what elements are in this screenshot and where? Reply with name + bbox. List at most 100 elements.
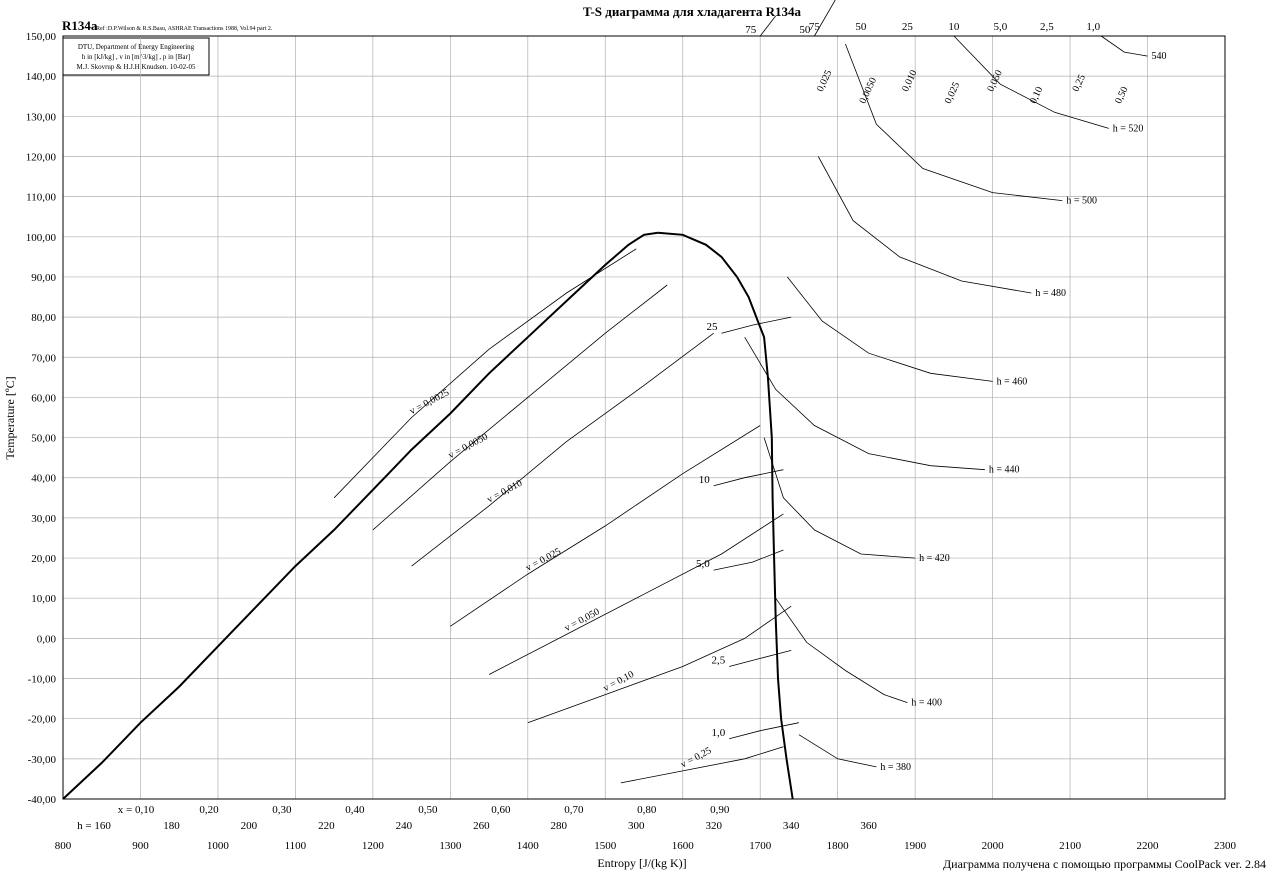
- y-tick-label: 90,00: [31, 272, 56, 284]
- volume-isoline: [372, 284, 668, 531]
- y-tick-label: 40,00: [31, 473, 56, 485]
- x-tick-label: 2300: [1214, 840, 1237, 852]
- volume-isoline: [527, 605, 792, 724]
- x-tick-label: 1600: [672, 840, 695, 852]
- pressure-isoline: [713, 549, 784, 571]
- volume-liquid-label: v = 0,10: [602, 669, 636, 694]
- reference-note: Ref :D.P.Wilson & R.S.Basu, ASHRAE Trans…: [96, 25, 273, 32]
- footer-note: Диаграмма получена с помощью программы C…: [943, 857, 1266, 871]
- quality-label: x = 0,10: [118, 804, 155, 816]
- enthalpy-isoline: [744, 336, 985, 471]
- pressure-top-label: 10: [948, 21, 960, 33]
- volume-isoline: [411, 332, 714, 567]
- y-tick-label: 120,00: [26, 151, 57, 163]
- x-tick-label: 800: [55, 840, 72, 852]
- refrigerant-name: R134a: [62, 18, 98, 33]
- saturated-vapour-line: [657, 231, 794, 800]
- isolines: [62, 0, 1148, 800]
- pressure-isoline-label: 10: [699, 474, 711, 486]
- enthalpy-isoline: [1100, 35, 1148, 57]
- pressure-isoline-label: 50: [799, 24, 811, 36]
- x-tick-label: 900: [132, 840, 149, 852]
- enthalpy-bottom-label: 240: [396, 820, 413, 832]
- info-line-1: DTU, Department of Energy Engineering: [78, 43, 195, 51]
- x-tick-label: 1800: [827, 840, 850, 852]
- x-tick-label: 1300: [439, 840, 462, 852]
- y-tick-label: 0,00: [37, 633, 57, 645]
- grid: [62, 35, 1226, 800]
- y-tick-label: -10,00: [28, 674, 57, 686]
- y-tick-label: 140,00: [26, 71, 57, 83]
- volume-vapour-label: 0,025: [815, 68, 834, 93]
- volume-liquid-label: v = 0,010: [485, 478, 524, 506]
- enthalpy-isoline: [775, 597, 908, 703]
- pressure-isoline-label: 1,0: [711, 727, 725, 739]
- chart-title: T-S диаграмма для хладагента R134a: [583, 4, 802, 19]
- enthalpy-bottom-label: h = 160: [77, 820, 111, 832]
- x-tick-label: 1000: [207, 840, 230, 852]
- x-tick-label: 1100: [285, 840, 307, 852]
- enthalpy-isoline-label: 540: [1152, 51, 1167, 62]
- y-tick-label: 50,00: [31, 433, 56, 445]
- y-tick-label: -20,00: [28, 714, 57, 726]
- volume-vapour-label: 0,010: [900, 68, 919, 93]
- x-tick-label: 1200: [362, 840, 385, 852]
- x-tick-label: 1700: [749, 840, 772, 852]
- y-axis-label: Temperature [ºC]: [3, 376, 17, 459]
- volume-liquid-label: v = 0,050: [563, 606, 602, 634]
- x-tick-label: 2200: [1137, 840, 1160, 852]
- enthalpy-isoline: [786, 276, 993, 382]
- quality-label: 0,40: [345, 804, 365, 816]
- volume-isoline: [488, 513, 784, 675]
- pressure-top-label: 50: [855, 21, 867, 33]
- x-tick-label: 2000: [982, 840, 1005, 852]
- volume-vapour-label: 0,0050: [858, 76, 880, 106]
- volume-vapour-label: 0,50: [1113, 85, 1130, 106]
- volume-liquid-label: v = 0,025: [524, 546, 563, 574]
- quality-label: 0,90: [710, 804, 730, 816]
- pressure-isoline: [721, 316, 792, 334]
- enthalpy-isoline: [845, 43, 1063, 201]
- pressure-isoline-label: 5,0: [696, 558, 710, 570]
- enthalpy-isoline-label: h = 400: [911, 698, 942, 709]
- enthalpy-bottom-label: 280: [551, 820, 568, 832]
- enthalpy-bottom-label: 300: [628, 820, 645, 832]
- pressure-top-label: 2,5: [1040, 21, 1054, 33]
- pressure-isoline-label: 75: [745, 24, 757, 36]
- quality-label: 0,50: [418, 804, 438, 816]
- enthalpy-bottom-label: 200: [241, 820, 258, 832]
- y-tick-label: 10,00: [31, 593, 56, 605]
- enthalpy-bottom-label: 360: [860, 820, 877, 832]
- y-tick-label: 60,00: [31, 392, 56, 404]
- x-axis-label: Entropy [J/(kg K)]: [597, 856, 686, 870]
- y-tick-label: 130,00: [26, 111, 57, 123]
- chart-labels: 800 900 1000 1100 1200 1300 1400 1500 1600 1700 18…: [26, 21, 1237, 852]
- y-tick-label: 30,00: [31, 513, 56, 525]
- enthalpy-isoline: [798, 734, 877, 768]
- y-tick-label: 70,00: [31, 352, 56, 364]
- pressure-isoline: [713, 469, 784, 487]
- saturated-liquid-line: [62, 231, 659, 800]
- y-tick-label: 80,00: [31, 312, 56, 324]
- x-tick-label: 1500: [594, 840, 617, 852]
- volume-liquid-label: v = 0,0025: [408, 387, 451, 417]
- pressure-top-label: 25: [902, 21, 914, 33]
- volume-vapour-label: 0,10: [1028, 85, 1045, 106]
- volume-liquid-label: v = 0,0050: [447, 431, 490, 461]
- plot-frame: [62, 35, 1226, 800]
- volume-isoline: [333, 248, 637, 499]
- quality-label: 0,20: [199, 804, 219, 816]
- enthalpy-bottom-label: 260: [473, 820, 490, 832]
- enthalpy-isoline: [763, 437, 916, 559]
- enthalpy-isoline-label: h = 380: [880, 762, 911, 773]
- pressure-isoline: [759, 15, 777, 37]
- y-tick-label: 20,00: [31, 553, 56, 565]
- quality-label: 0,80: [637, 804, 657, 816]
- x-tick-label: 2100: [1059, 840, 1082, 852]
- info-box: [62, 37, 210, 76]
- info-line-2: h in [kJ/kg] , v in [m^3/kg] , p in [Bar…: [82, 53, 190, 61]
- enthalpy-bottom-label: 220: [318, 820, 335, 832]
- enthalpy-isoline: [953, 35, 1109, 129]
- quality-label: 0,70: [564, 804, 584, 816]
